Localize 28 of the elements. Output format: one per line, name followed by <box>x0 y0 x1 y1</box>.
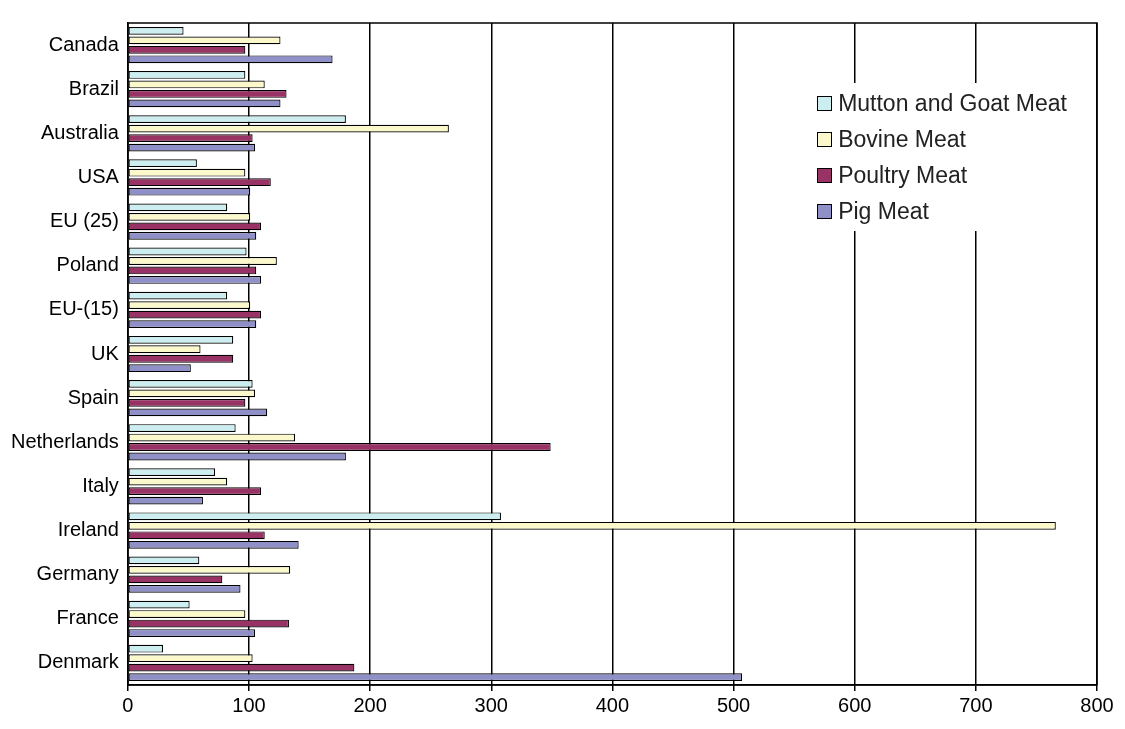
y-tick-label: EU-(15) <box>48 297 119 320</box>
legend-label: Pig Meat <box>838 197 929 226</box>
x-tick-label: 500 <box>716 693 751 716</box>
y-tick-label: USA <box>77 164 120 187</box>
y-tick-label: Spain <box>67 385 119 408</box>
x-tick-label: 700 <box>959 693 993 716</box>
y-tick-label: Italy <box>82 473 119 496</box>
legend-label: Mutton and Goat Meat <box>838 89 1067 118</box>
y-tick-label: Poland <box>56 253 119 276</box>
legend-label: Bovine Meat <box>838 125 966 154</box>
legend-label: Poultry Meat <box>838 161 968 190</box>
y-tick-label: UK <box>91 341 120 364</box>
y-tick-label: Netherlands <box>11 429 119 452</box>
y-tick-label: Brazil <box>68 76 119 99</box>
y-tick-label: France <box>56 606 119 629</box>
x-tick-label: 300 <box>474 693 508 716</box>
x-tick-label: 800 <box>1080 693 1114 716</box>
x-tick-label: 0 <box>122 693 134 716</box>
y-tick-label: Ireland <box>57 518 119 541</box>
x-tick-label: 200 <box>353 693 387 716</box>
y-tick-label: Denmark <box>37 650 120 673</box>
y-tick-label: EU (25) <box>49 209 119 232</box>
x-tick-label: 600 <box>838 693 872 716</box>
y-tick-label: Canada <box>48 32 120 55</box>
x-tick-label: 100 <box>232 693 266 716</box>
y-tick-label: Australia <box>41 120 120 143</box>
x-tick-label: 400 <box>595 693 630 716</box>
y-tick-label: Germany <box>36 562 119 585</box>
